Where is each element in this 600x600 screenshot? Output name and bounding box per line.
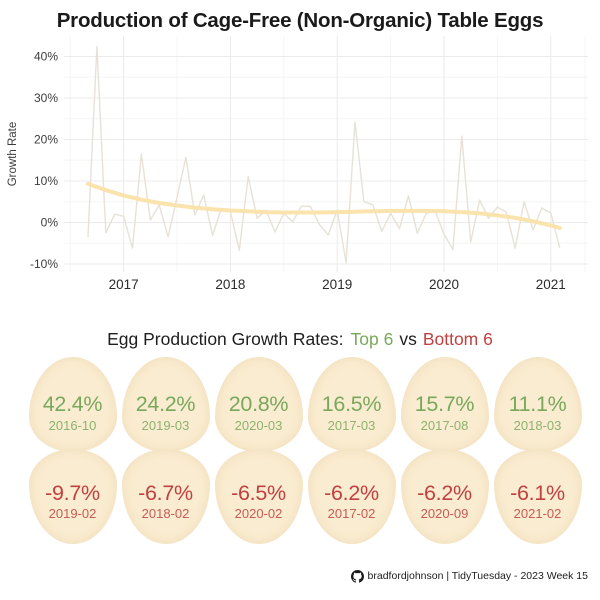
egg-bottom-4: -6.2% 2017-02: [307, 449, 396, 544]
egg-top-6: 11.1% 2018-03: [493, 357, 582, 452]
egg-date: 2018-02: [141, 506, 190, 522]
egg-bottom-6: -6.1% 2021-02: [493, 449, 582, 544]
credit-footer: bradfordjohnson | TidyTuesday - 2023 Wee…: [350, 567, 588, 585]
egg-top-5: 15.7% 2017-08: [400, 357, 489, 452]
x-tick-label: 2018: [215, 277, 245, 292]
egg-bottom-2: -6.7% 2018-02: [121, 449, 210, 544]
egg-date: 2017-02: [327, 506, 376, 522]
egg-value: -6.2%: [324, 480, 379, 505]
egg-value: 15.7%: [414, 392, 475, 417]
egg-value: -6.5%: [231, 480, 286, 505]
vs-label: vs: [399, 329, 417, 349]
egg-value: -6.7%: [138, 480, 193, 505]
y-tick-label: 40%: [34, 50, 58, 64]
egg-date: 2019-03: [141, 417, 190, 433]
egg-date: 2016-10: [48, 417, 97, 433]
egg-date: 2017-03: [327, 417, 376, 433]
egg-value: -6.1%: [510, 480, 565, 505]
y-tick-label: 30%: [34, 91, 58, 105]
egg-value: 42.4%: [42, 392, 103, 417]
egg-date: 2018-03: [513, 417, 562, 433]
bottom6-label: Bottom 6: [422, 329, 493, 349]
growth-rate-line-chart: 40% 30% 20% 10% 0% -10% 2017 2018 2019 2020 2021 Gr…: [7, 36, 588, 292]
egg-bottom-5: -6.2% 2020-09: [400, 449, 489, 544]
egg-value: 20.8%: [228, 392, 289, 417]
egg-top-3: 20.8% 2020-03: [214, 357, 303, 452]
egg-bottom-3: -6.5% 2020-02: [214, 449, 303, 544]
y-tick-label: -10%: [30, 257, 58, 271]
egg-value: 16.5%: [321, 392, 382, 417]
y-tick-label: 0%: [41, 216, 59, 230]
egg-date: 2019-02: [48, 506, 97, 522]
egg-date: 2021-02: [513, 506, 562, 522]
egg-date: 2020-09: [420, 506, 469, 522]
egg-date: 2017-08: [420, 417, 469, 433]
eggs-section-heading: Egg Production Growth Rates: Top 6 vs Botto…: [0, 329, 600, 350]
page-title: Production of Cage-Free (Non-Organic) Ta…: [56, 9, 544, 32]
top-eggs-row: 42.4% 2016-10 24.2% 2019-03 20.8% 2020-0…: [0, 357, 600, 452]
github-icon: [350, 569, 364, 583]
growth-rate-line: [87, 45, 561, 264]
egg-date: 2020-03: [234, 417, 283, 433]
egg-value: 24.2%: [135, 392, 196, 417]
x-tick-label: 2020: [429, 277, 459, 292]
egg-value: -9.7%: [45, 480, 100, 505]
y-tick-label: 10%: [34, 174, 58, 188]
egg-top-4: 16.5% 2017-03: [307, 357, 396, 452]
egg-top-2: 24.2% 2019-03: [121, 357, 210, 452]
top6-label: Top 6: [350, 329, 394, 349]
egg-bottom-1: -9.7% 2019-02: [28, 449, 117, 544]
y-tick-label: 20%: [34, 133, 58, 147]
egg-value: 11.1%: [508, 392, 567, 417]
egg-top-1: 42.4% 2016-10: [28, 357, 117, 452]
x-tick-label: 2017: [109, 277, 139, 292]
bottom-eggs-row: -9.7% 2019-02 -6.7% 2018-02 -6.5% 2020-0…: [0, 449, 600, 544]
credit-text: bradfordjohnson | TidyTuesday - 2023 Wee…: [367, 570, 588, 582]
trend-line: [86, 181, 562, 230]
eggs-heading-prefix: Egg Production Growth Rates:: [107, 329, 344, 349]
egg-value: -6.2%: [417, 480, 472, 505]
x-tick-label: 2019: [322, 277, 352, 292]
y-axis-title: Growth Rate: [7, 122, 19, 187]
egg-date: 2020-02: [234, 506, 283, 522]
x-tick-label: 2021: [536, 277, 566, 292]
